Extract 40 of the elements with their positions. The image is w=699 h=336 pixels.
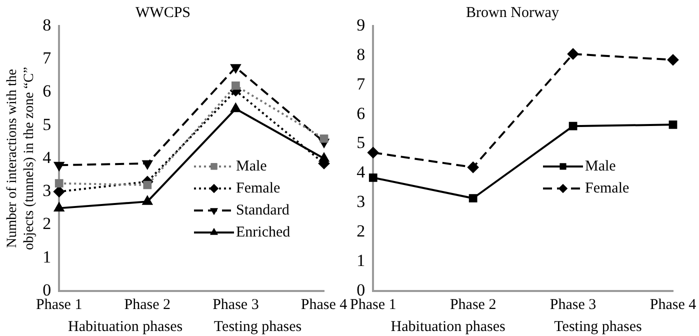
chart-title: WWCPS: [135, 4, 191, 21]
y-axis-title: Number of interactions with the objects (tunnels) in the zone “C”: [5, 66, 37, 250]
legend-label: Male: [585, 158, 616, 174]
y-tick-label: 7: [356, 74, 366, 94]
y-tick-label: 3: [356, 192, 366, 212]
legend-label: Female: [585, 180, 630, 196]
x-tick-label: Phase 4: [300, 296, 348, 313]
x-tick-label: Phase 3: [212, 296, 259, 313]
text: Habituation phases: [68, 319, 183, 335]
y-tick-label: 8: [356, 44, 366, 64]
x-tick-label: Phase 2: [124, 296, 171, 313]
x-tick-label: Phase 4: [650, 296, 697, 313]
legend-label: Male: [236, 158, 268, 174]
chart-title: Brown Norway: [466, 4, 560, 21]
y-tick-label: 1: [42, 247, 52, 266]
y-tick-label: 3: [42, 181, 52, 200]
y-tick-label: 5: [42, 114, 52, 134]
y-tick-label: 0: [356, 280, 366, 300]
y-tick-label: 4: [356, 162, 366, 182]
y-tick-label: 6: [42, 82, 52, 101]
y-tick-label: 2: [42, 214, 52, 234]
y-tick-label: 8: [42, 15, 52, 34]
x-tick-label: Phase 1: [36, 296, 82, 313]
text: Testing phases: [554, 319, 642, 335]
legend-label: Enriched: [236, 224, 291, 240]
text: Testing phases: [214, 319, 302, 335]
x-tick-label: Phase 1: [350, 296, 396, 313]
y-tick-label: 5: [356, 133, 366, 152]
legend-label: Female: [236, 180, 280, 196]
y-tick-label: 2: [356, 222, 366, 241]
y-tick-label: 0: [42, 280, 52, 300]
y-tick-label: 7: [42, 48, 52, 68]
x-tick-label: Phase 3: [550, 296, 596, 313]
y-tick-label: 4: [42, 148, 52, 167]
x-tick-label: Phase 2: [450, 296, 496, 313]
legend-label: Standard: [236, 202, 290, 218]
text: Habituation phases: [390, 319, 506, 335]
y-tick-label: 1: [356, 251, 366, 270]
y-tick-label: 6: [356, 104, 366, 123]
y-tick-label: 9: [356, 15, 366, 34]
